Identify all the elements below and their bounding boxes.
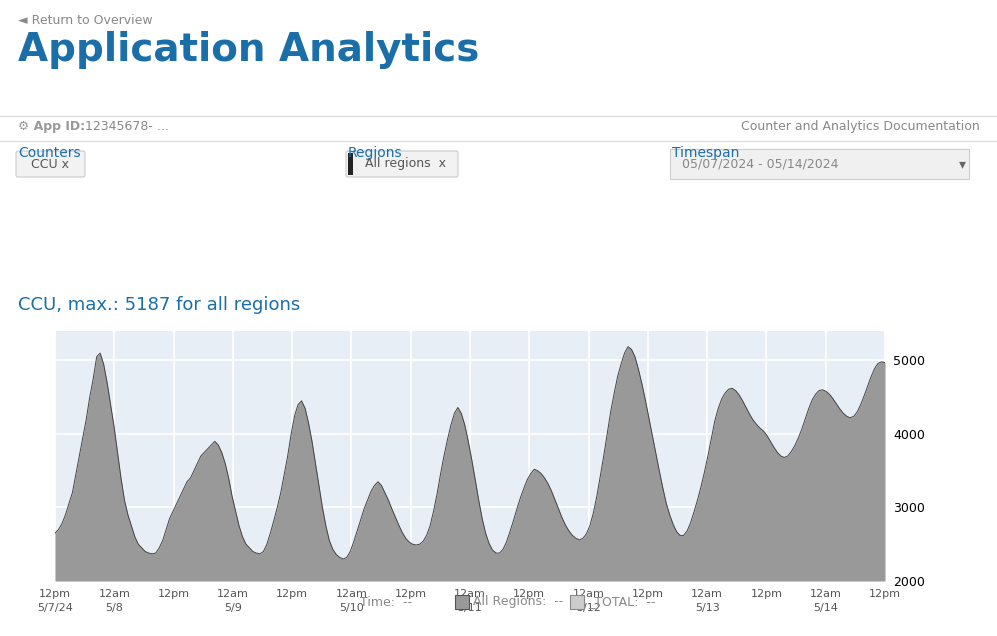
Text: 12345678- ...: 12345678- ... <box>85 120 168 133</box>
Text: Counter and Analytics Documentation: Counter and Analytics Documentation <box>741 120 980 133</box>
Text: All regions  x: All regions x <box>365 158 446 170</box>
Text: ▾: ▾ <box>958 157 965 171</box>
Text: 05/07/2024 - 05/14/2024: 05/07/2024 - 05/14/2024 <box>682 158 838 170</box>
Text: Time:  --: Time: -- <box>360 595 412 609</box>
Bar <box>570 595 584 609</box>
Text: Application Analytics: Application Analytics <box>18 31 480 69</box>
Bar <box>348 153 353 175</box>
Bar <box>455 595 469 609</box>
Text: Timespan: Timespan <box>672 146 740 160</box>
Text: Counters: Counters <box>18 146 81 160</box>
Text: ◄ Return to Overview: ◄ Return to Overview <box>18 14 153 27</box>
Text: Regions: Regions <box>348 146 403 160</box>
Text: CCU, max.: 5187 for all regions: CCU, max.: 5187 for all regions <box>18 296 300 314</box>
FancyBboxPatch shape <box>670 149 969 179</box>
FancyBboxPatch shape <box>346 151 458 177</box>
Text: All Regions:  --: All Regions: -- <box>473 595 563 609</box>
Text: _TOTAL:  --: _TOTAL: -- <box>588 595 655 609</box>
Text: CCU x: CCU x <box>31 158 69 170</box>
FancyBboxPatch shape <box>16 151 85 177</box>
Text: ⚙ App ID:: ⚙ App ID: <box>18 120 85 133</box>
